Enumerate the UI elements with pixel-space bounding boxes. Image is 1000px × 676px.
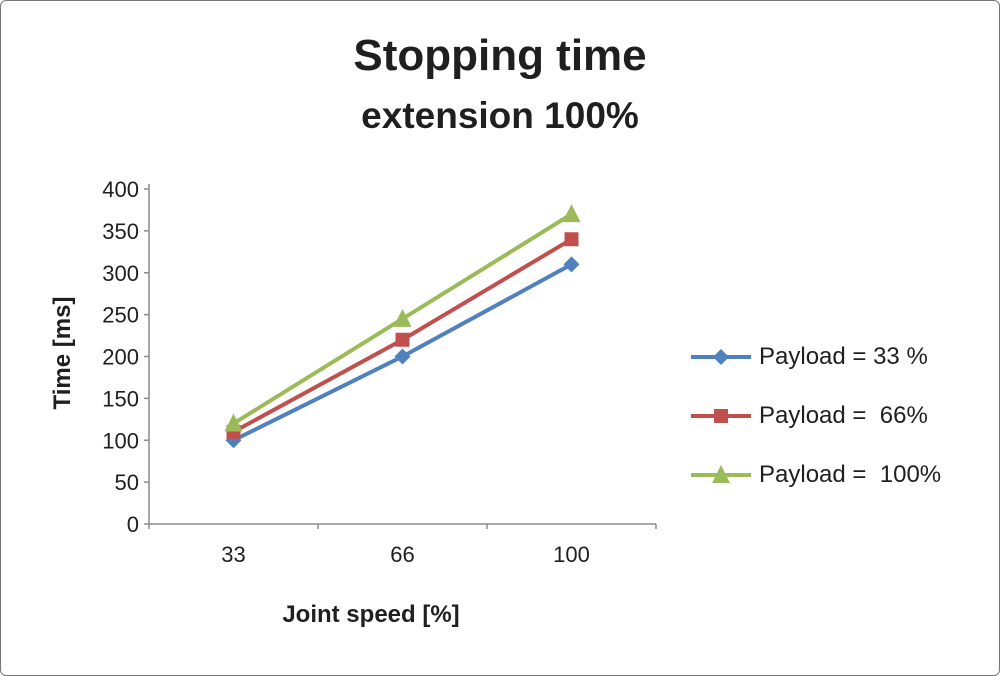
x-tick-label: 33 (221, 542, 245, 567)
legend-marker (691, 465, 751, 483)
legend-label: Payload = 33 % (759, 343, 928, 370)
y-tick-label: 350 (102, 219, 139, 244)
chart-title: Stopping time (353, 31, 647, 80)
y-tick-label: 100 (102, 428, 139, 453)
y-tick-label: 200 (102, 345, 139, 370)
marker-diamond (394, 348, 411, 365)
legend-item: Payload = 33 % (689, 343, 941, 371)
plot-area: 0 50 100 150 200 250 300 350 400 33 66 100 (102, 177, 657, 567)
y-tick-label: 250 (102, 303, 139, 328)
marker-square (714, 409, 728, 423)
legend-marker (691, 349, 751, 365)
y-tick-label: 400 (102, 177, 139, 202)
y-tick-label: 0 (127, 512, 139, 537)
marker-square (564, 232, 579, 247)
marker-triangle (393, 308, 412, 327)
y-tick-label: 50 (115, 470, 139, 495)
marker-square (395, 332, 410, 347)
x-axis-title: Joint speed [%] (282, 601, 460, 628)
marker-diamond (563, 256, 580, 273)
marker-triangle (562, 204, 581, 223)
y-tick-label: 150 (102, 386, 139, 411)
y-tick-label: 300 (102, 261, 139, 286)
legend-label: Payload = 66% (759, 402, 928, 429)
y-axis-title: Time [ms] (49, 296, 76, 410)
x-tick-label: 66 (390, 542, 414, 567)
chart-subtitle: extension 100% (361, 95, 639, 136)
marker-diamond (713, 349, 729, 365)
marker-triangle (712, 465, 730, 483)
marker-triangle (224, 413, 243, 432)
legend-label: Payload = 100% (759, 461, 942, 488)
x-tick-label: 100 (553, 542, 590, 567)
legend: Payload = 33 % Payload = 66% Payload = 100… (689, 343, 941, 489)
legend-marker (691, 409, 751, 423)
legend-item: Payload = 66% (689, 402, 941, 430)
legend-item: Payload = 100% (689, 461, 941, 489)
